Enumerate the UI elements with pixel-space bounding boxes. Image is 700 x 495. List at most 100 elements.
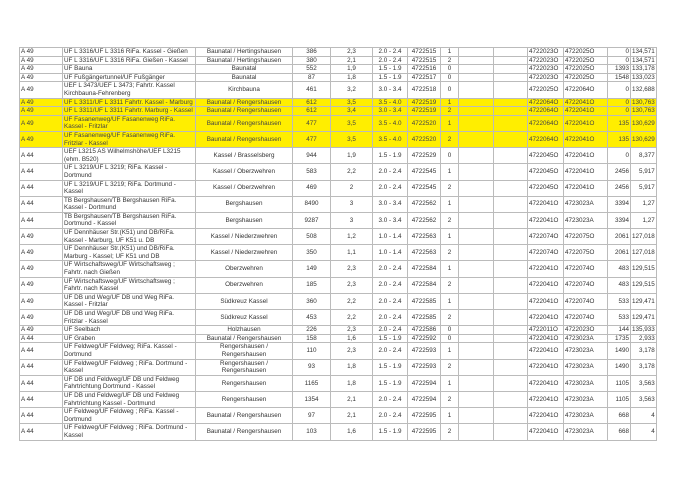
cell-station-offset: 2456 [607, 179, 631, 197]
cell-direction: 2 [440, 106, 459, 116]
cell-km: 130,629 [630, 114, 657, 132]
cell-location: Kassel / Niederzwehren [195, 228, 293, 246]
cell-km: 130,763 [630, 106, 657, 116]
cell-length: 386 [292, 47, 331, 57]
cell-grade: 3,4 [330, 106, 373, 116]
cell-location: Baunatal / Rengershausen [195, 114, 293, 132]
cell-to-node: 4722025O [563, 55, 608, 66]
cell-grade-range: 2.0 - 2.4 [372, 276, 408, 294]
cell-road: A 44 [19, 163, 63, 181]
cell-empty-b [493, 163, 528, 181]
cell-grade: 1,1 [330, 244, 373, 262]
cell-direction: 2 [440, 390, 459, 409]
table-row: A 44 UF DB und Feldweg/UF DB und Feldweg … [19, 374, 657, 392]
cell-structure-name: UF L 3316/UF L 3316 RiFa. Kassel - Gieße… [62, 47, 196, 57]
cell-station-offset: 0 [607, 147, 631, 165]
cell-empty-b [493, 64, 528, 74]
cell-direction: 1 [440, 292, 459, 311]
cell-from-node: 4722041O [527, 308, 564, 327]
cell-empty-a [458, 358, 494, 376]
cell-empty-b [493, 407, 528, 425]
cell-empty-a [458, 308, 494, 327]
cell-empty-a [458, 47, 494, 57]
table-row: A 49 UF L 3316/UF L 3316 RiFa. Gießen - K… [19, 55, 657, 66]
cell-empty-a [458, 211, 494, 230]
cell-direction: 0 [440, 64, 459, 74]
cell-grade: 1,6 [330, 333, 373, 344]
cell-from-node: 4722064O [527, 106, 564, 116]
cell-structure-id: 4722585 [407, 308, 441, 327]
cell-grade: 1,8 [330, 358, 373, 376]
cell-direction: 2 [440, 55, 459, 66]
cell-road: A 44 [19, 358, 63, 376]
cell-station-offset: 0 [607, 47, 631, 57]
cell-empty-a [458, 244, 494, 262]
cell-location: Baunatal [195, 72, 293, 83]
cell-to-node: 4722074O [563, 260, 608, 278]
cell-empty-b [493, 244, 528, 262]
cell-km: 3,563 [630, 390, 657, 409]
cell-direction: 0 [440, 81, 459, 99]
cell-from-node: 4722041O [527, 292, 564, 311]
cell-grade-range: 1.5 - 1.9 [372, 64, 408, 74]
cell-location: Rengershausen [195, 390, 293, 409]
table-row: A 49 UF L 3316/UF L 3316 RiFa. Kassel - G… [19, 47, 657, 57]
cell-empty-b [493, 342, 528, 360]
cell-road: A 49 [19, 47, 63, 57]
cell-location: Baunatal / Hertingshausen [195, 47, 293, 57]
cell-length: 477 [292, 114, 331, 132]
cell-from-node: 4722041O [527, 390, 564, 409]
cell-empty-b [493, 179, 528, 197]
cell-to-node: 4723023A [563, 195, 608, 213]
cell-km: 1,27 [630, 195, 657, 213]
cell-grade-range: 1.5 - 1.9 [372, 72, 408, 83]
cell-road: A 44 [19, 147, 63, 165]
cell-to-node: 4722025O [563, 72, 608, 83]
cell-grade: 2,3 [330, 342, 373, 360]
cell-location: Kassel / Oberzwehren [195, 179, 293, 197]
table-row: A 49 UF Fasanenweg/UF Fasanenweg RiFa. Ka… [19, 114, 657, 132]
cell-empty-b [493, 55, 528, 66]
cell-structure-id: 4722562 [407, 195, 441, 213]
table-row: A 44 UF Feldweg/UF Feldweg ; RiFa. Dortmu… [19, 423, 657, 441]
cell-grade: 2,2 [330, 308, 373, 327]
cell-from-node: 4722064O [527, 114, 564, 132]
cell-structure-name: UF Wirtschaftsweg/UF Wirtschaftsweg ; Fa… [62, 260, 196, 278]
cell-station-offset: 3394 [607, 211, 631, 230]
cell-structure-id: 4722519 [407, 97, 441, 108]
cell-empty-a [458, 260, 494, 278]
cell-km: 129,471 [630, 308, 657, 327]
cell-structure-name: UF Bauna [62, 64, 196, 74]
cell-empty-a [458, 390, 494, 409]
cell-empty-a [458, 342, 494, 360]
cell-length: 944 [292, 147, 331, 165]
cell-location: Baunatal / Rengershausen [195, 97, 293, 108]
cell-structure-id: 4722586 [407, 325, 441, 335]
cell-from-node: 4722045O [527, 147, 564, 165]
cell-structure-id: 4722515 [407, 47, 441, 57]
cell-structure-name: UF DB und Feldweg/UF DB und Feldweg Fahr… [62, 390, 196, 409]
cell-grade-range: 1.5 - 1.9 [372, 147, 408, 165]
cell-direction: 2 [440, 276, 459, 294]
cell-structure-id: 4722592 [407, 333, 441, 344]
cell-grade: 2 [330, 179, 373, 197]
cell-empty-b [493, 308, 528, 327]
cell-empty-a [458, 195, 494, 213]
cell-grade: 3,5 [330, 130, 373, 149]
cell-road: A 44 [19, 423, 63, 441]
cell-location: Baunatal / Rengershausen [195, 106, 293, 116]
table-row: A 49 UF Bauna Baunatal 552 1,9 1.5 - 1.9 47225… [19, 64, 657, 74]
cell-structure-id: 4722529 [407, 147, 441, 165]
table-row: A 44 UF Feldweg/UF Feldweg ; RiFa. Dortmu… [19, 358, 657, 376]
table-row: A 44 UF Feldweg/UF Feldweg; RiFa. Kassel … [19, 342, 657, 360]
cell-direction: 0 [440, 147, 459, 165]
cell-road: A 49 [19, 64, 63, 74]
cell-direction: 1 [440, 260, 459, 278]
cell-structure-name: UF Feldweg/UF Feldweg ; RiFa. Dortmund -… [62, 423, 196, 441]
cell-empty-b [493, 81, 528, 99]
cell-location: Kassel / Oberzwehren [195, 163, 293, 181]
table-row: A 44 UF Feldweg/UF Feldweg ; RiFa. Kassel… [19, 407, 657, 425]
cell-grade: 3,5 [330, 114, 373, 132]
cell-km: 3,178 [630, 342, 657, 360]
table-row: A 49 UF DB und Weg/UF DB und Weg RiFa. Fr… [19, 308, 657, 327]
